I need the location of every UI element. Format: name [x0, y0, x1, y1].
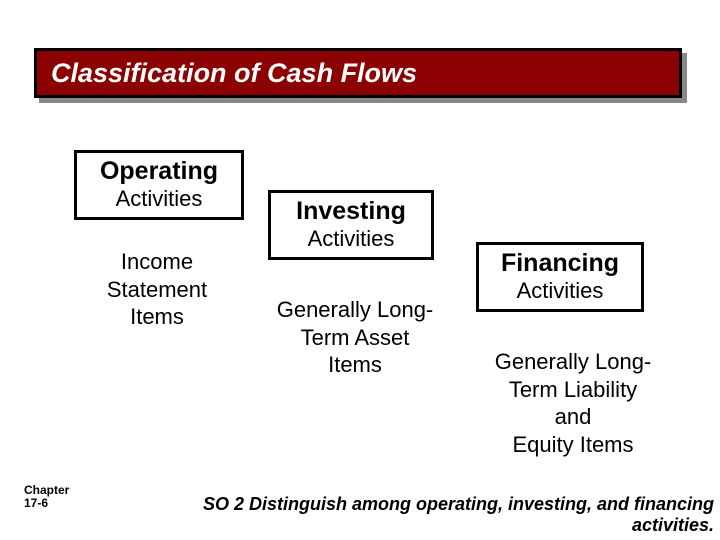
- investing-desc: Generally Long- Term Asset Items: [252, 296, 458, 379]
- investing-desc-l1: Generally Long-: [252, 296, 458, 324]
- slide: Classification of Cash Flows Operating A…: [0, 0, 720, 540]
- chapter-l2: 17-6: [24, 497, 69, 510]
- so-text: SO 2 Distinguish among operating, invest…: [118, 494, 714, 536]
- investing-line2: Activities: [279, 226, 423, 251]
- operating-desc-l3: Items: [80, 303, 234, 331]
- financing-line1: Financing: [487, 249, 633, 278]
- financing-line2: Activities: [487, 278, 633, 303]
- financing-desc-l3: and: [470, 403, 676, 431]
- chapter-label: Chapter 17-6: [24, 484, 69, 510]
- financing-desc-l4: Equity Items: [470, 431, 676, 459]
- operating-desc: Income Statement Items: [80, 248, 234, 331]
- operating-line1: Operating: [85, 157, 233, 186]
- operating-desc-l2: Statement: [80, 276, 234, 304]
- investing-line1: Investing: [279, 197, 423, 226]
- financing-box: Financing Activities: [476, 242, 644, 312]
- investing-desc-l3: Items: [252, 351, 458, 379]
- operating-desc-l1: Income: [80, 248, 234, 276]
- financing-desc-l1: Generally Long-: [470, 348, 676, 376]
- financing-desc: Generally Long- Term Liability and Equit…: [470, 348, 676, 458]
- operating-box: Operating Activities: [74, 150, 244, 220]
- title-text: Classification of Cash Flows: [51, 58, 417, 89]
- investing-box: Investing Activities: [268, 190, 434, 260]
- investing-desc-l2: Term Asset: [252, 324, 458, 352]
- operating-line2: Activities: [85, 186, 233, 211]
- title-box: Classification of Cash Flows: [34, 48, 682, 98]
- financing-desc-l2: Term Liability: [470, 376, 676, 404]
